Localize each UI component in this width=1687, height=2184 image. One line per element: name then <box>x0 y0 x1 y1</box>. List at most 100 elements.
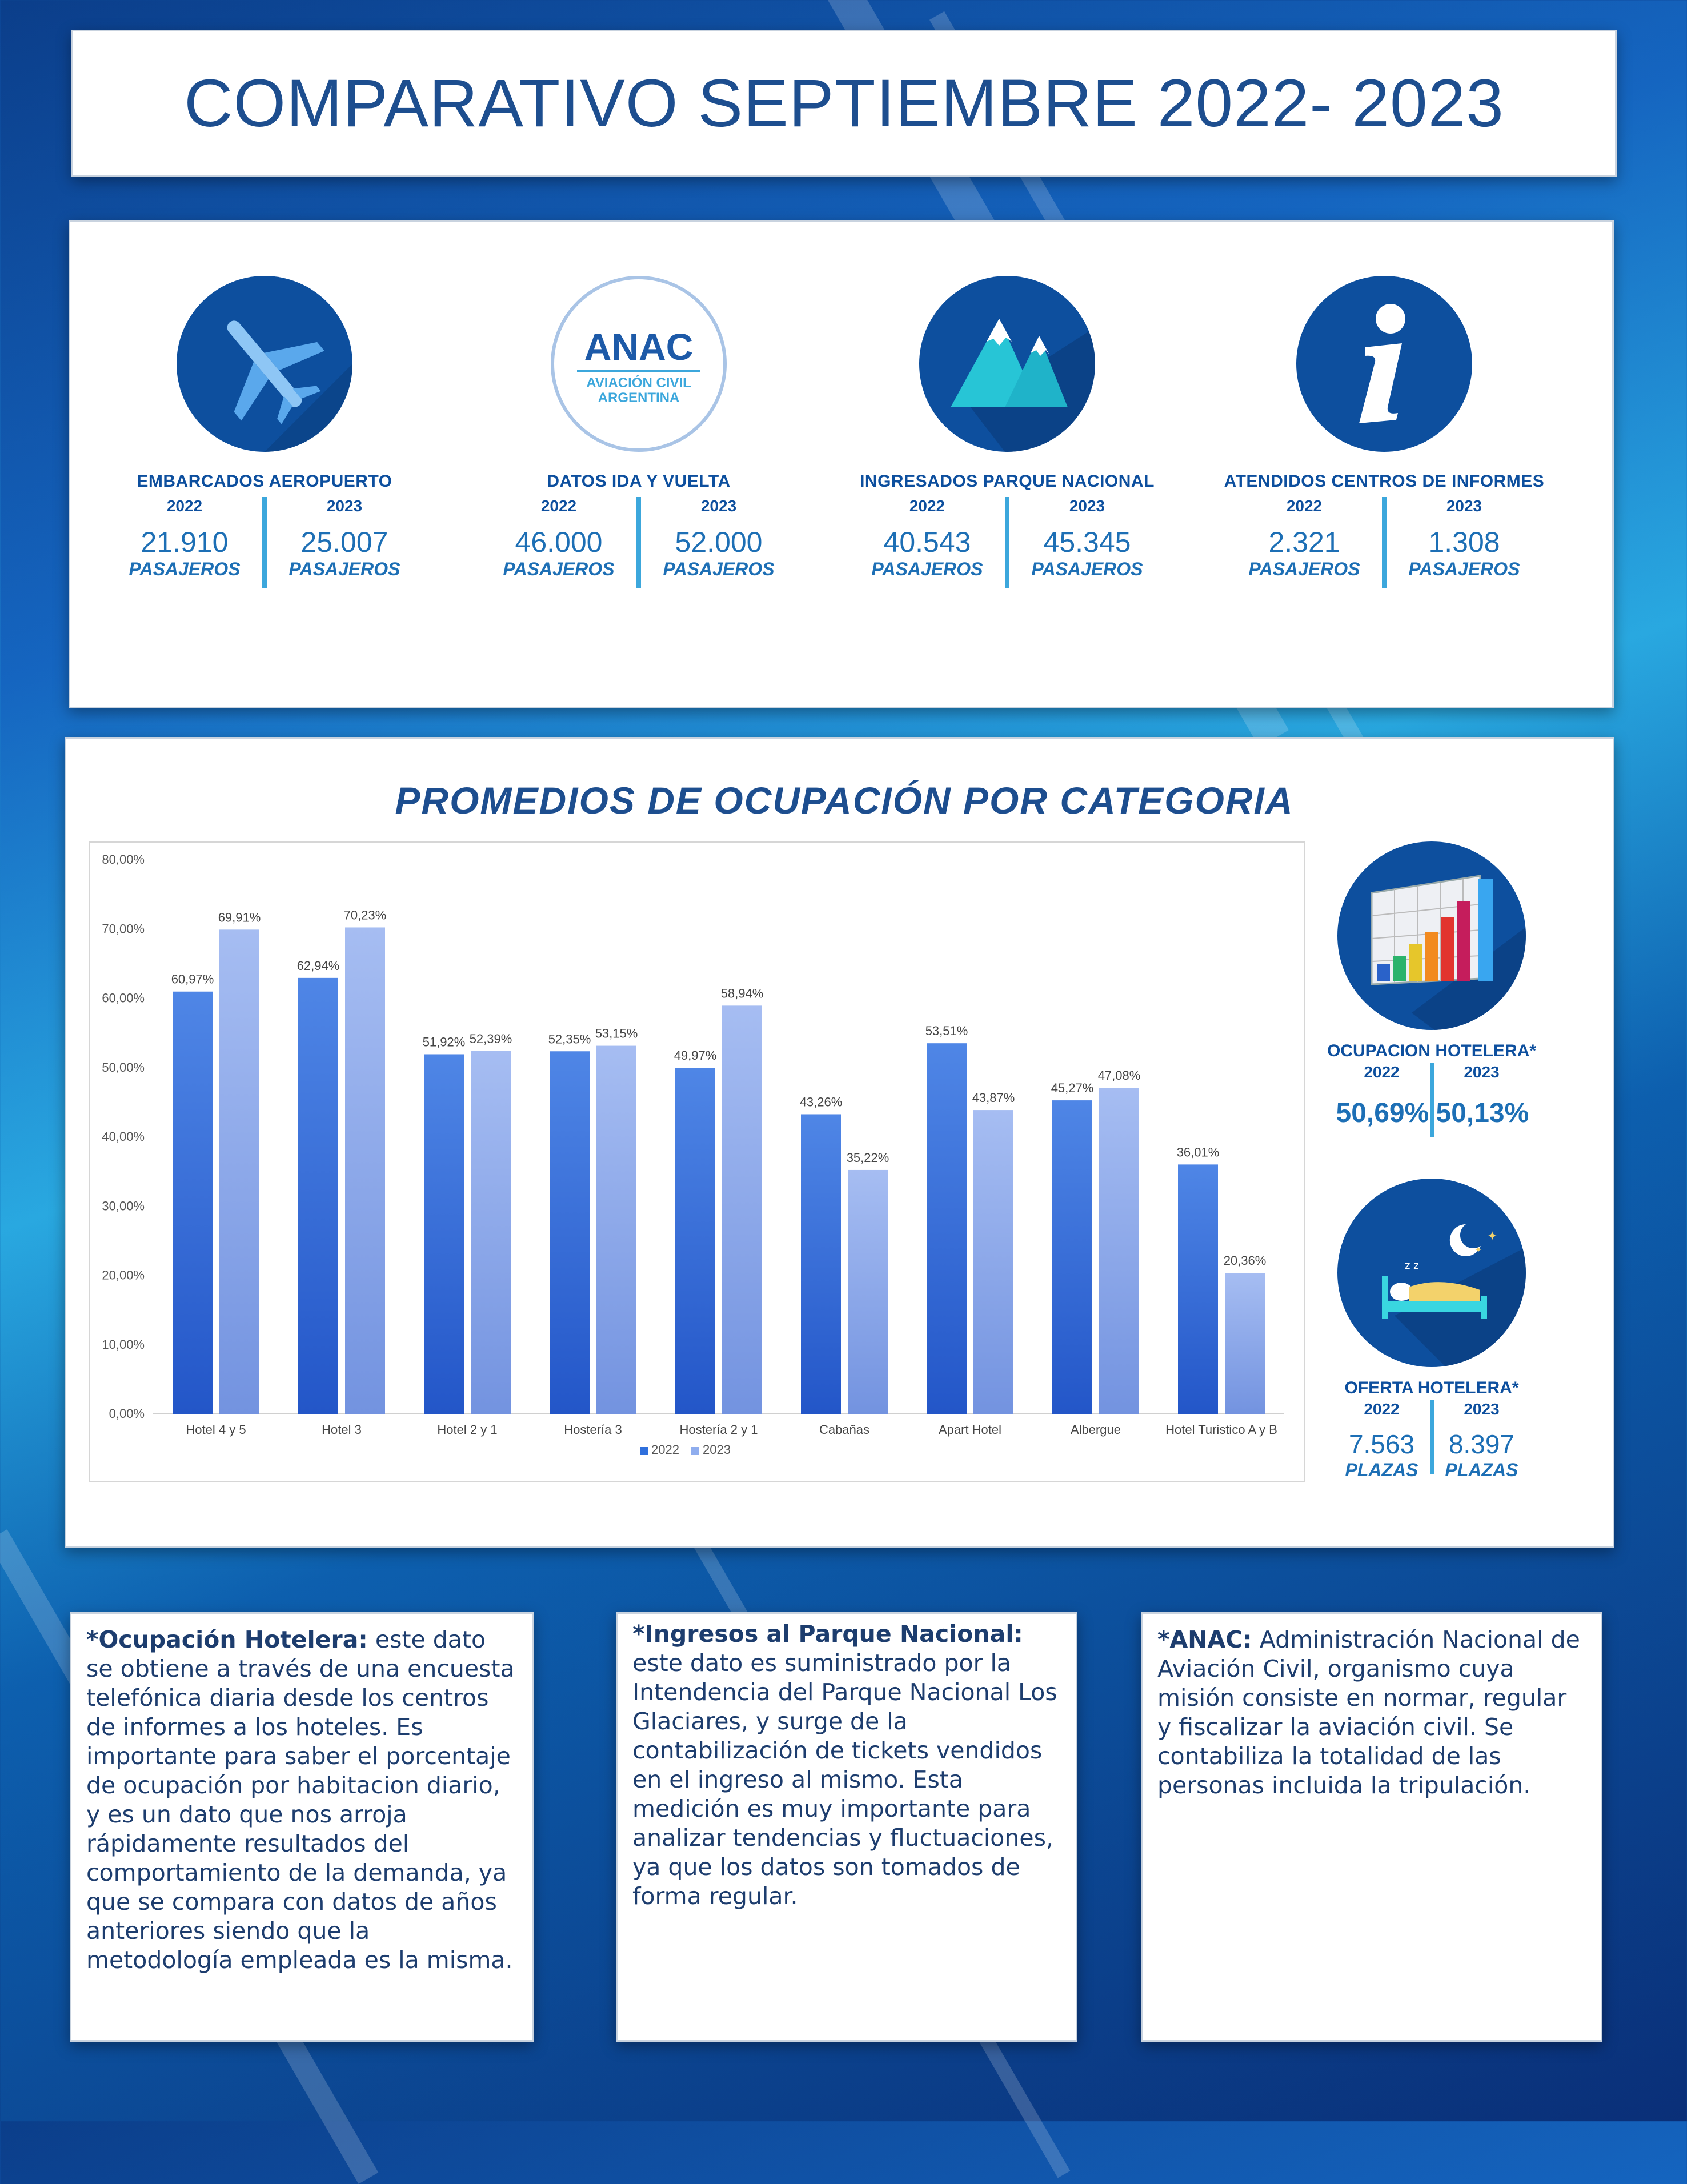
divider <box>1005 497 1009 588</box>
supply-label: OFERTA HOTELERA* <box>1344 1378 1519 1397</box>
unit: PASAJEROS <box>288 559 400 579</box>
svg-text:z z: z z <box>1405 1260 1419 1272</box>
anac-logo-name: ANAC <box>584 326 694 368</box>
unit: PASAJEROS <box>1408 559 1520 579</box>
y-tick-label: 20,00% <box>102 1268 145 1283</box>
data-label: 53,15% <box>595 1027 638 1041</box>
data-label: 36,01% <box>1177 1145 1220 1159</box>
bar-2023 <box>471 1051 511 1414</box>
data-label: 53,51% <box>925 1024 968 1038</box>
note-text: Administración Nacional de Aviación Civi… <box>1157 1626 1580 1799</box>
stat-label: INGRESADOS PARQUE NACIONAL <box>860 472 1155 491</box>
value-2022: 2.321 <box>1268 526 1340 558</box>
data-label: 49,97% <box>674 1048 717 1063</box>
bar-2022 <box>1178 1164 1218 1414</box>
value-2022: 40.543 <box>883 526 971 558</box>
year-2022: 2022 <box>1286 497 1323 515</box>
unit: PASAJEROS <box>1248 559 1360 579</box>
year-2023: 2023 <box>700 497 737 515</box>
year-2023: 2023 <box>326 497 363 515</box>
y-tick-label: 70,00% <box>102 921 145 936</box>
page-title: COMPARATIVO SEPTIEMBRE 2022- 2023 <box>184 66 1504 141</box>
y-tick-label: 60,00% <box>102 991 145 1005</box>
divider <box>636 497 641 588</box>
divider <box>1382 497 1387 588</box>
year-2023: 2023 <box>1464 1400 1500 1418</box>
bar-2023 <box>848 1169 888 1414</box>
year-2023: 2023 <box>1464 1063 1500 1081</box>
value-2023: 45.345 <box>1043 526 1131 558</box>
data-label: 47,08% <box>1098 1068 1141 1083</box>
year-2022: 2022 <box>540 497 577 515</box>
bar-2022 <box>298 977 338 1414</box>
note-anac: *ANAC: Administración Nacional de Aviaci… <box>1141 1612 1602 2042</box>
bar-2022 <box>927 1043 967 1414</box>
data-label: 20,36% <box>1224 1253 1267 1268</box>
legend-swatch <box>691 1447 699 1455</box>
divider <box>262 497 267 588</box>
bar-2023 <box>219 929 259 1414</box>
y-tick-label: 30,00% <box>102 1199 145 1213</box>
y-tick-label: 40,00% <box>102 1129 145 1144</box>
bar-2022 <box>675 1068 715 1414</box>
mountains-icon <box>919 276 1095 452</box>
x-tick-label: Cabañas <box>819 1422 869 1437</box>
y-tick-label: 80,00% <box>102 852 145 867</box>
data-label: 58,94% <box>721 986 764 1000</box>
note-head: *Ingresos al Parque Nacional: <box>632 1620 1023 1648</box>
year-2022: 2022 <box>166 497 203 515</box>
value-2023: 52.000 <box>675 526 763 558</box>
occupancy-label: OCUPACION HOTELERA* <box>1327 1041 1537 1060</box>
bar-2022 <box>173 991 213 1414</box>
note-text: este dato se obtiene a través de una enc… <box>86 1626 515 1974</box>
unit: PLAZAS <box>1345 1460 1418 1480</box>
stat-label: EMBARCADOS AEROPUERTO <box>137 472 392 491</box>
y-tick-label: 0,00% <box>109 1406 145 1421</box>
y-tick-label: 50,00% <box>102 1060 145 1075</box>
value-2023: 25.007 <box>300 526 388 558</box>
supply-2023: 8.397 <box>1448 1429 1515 1459</box>
data-label: 35,22% <box>847 1151 889 1165</box>
bar-2023 <box>596 1045 636 1414</box>
data-label: 51,92% <box>423 1035 466 1049</box>
x-tick-label: Apart Hotel <box>939 1422 1001 1437</box>
occupancy-summary: OCUPACION HOTELERA* 2022 50,69% 2023 50,13… <box>1312 841 1552 1137</box>
bar-2023 <box>345 927 385 1414</box>
stats-panel: EMBARCADOS AEROPUERTO 2022 21.910 PASAJERO… <box>69 220 1614 708</box>
x-tick-label: Hotel 3 <box>322 1422 362 1437</box>
supply-summary: ✦ ✦ z z OFERTA HOTELERA* 2022 7.563 PLAZAS… <box>1312 1179 1552 1481</box>
x-tick-label: Hostería 2 y 1 <box>680 1422 758 1437</box>
title-panel: COMPARATIVO SEPTIEMBRE 2022- 2023 <box>71 30 1617 177</box>
bar-chart-icon <box>1337 841 1526 1030</box>
bar-2023 <box>973 1110 1013 1414</box>
unit: PASAJEROS <box>503 559 615 579</box>
data-label: 60,97% <box>171 972 214 987</box>
note-head: *Ocupación Hotelera: <box>86 1626 368 1653</box>
anac-logo: ANAC AVIACIÓN CIVIL ARGENTINA <box>551 276 727 452</box>
anac-logo-sub1: AVIACIÓN CIVIL <box>586 375 691 391</box>
info-icon <box>1296 276 1472 452</box>
value-2023: 1.308 <box>1428 526 1500 558</box>
y-tick-label: 10,00% <box>102 1337 145 1352</box>
note-park-entries: *Ingresos al Parque Nacional: este dato … <box>616 1612 1077 2042</box>
x-tick-label: Hotel Turistico A y B <box>1165 1422 1277 1437</box>
data-label: 69,91% <box>218 910 261 924</box>
unit: PASAJEROS <box>871 559 983 579</box>
data-label: 43,26% <box>800 1095 843 1109</box>
data-label: 62,94% <box>297 959 340 973</box>
note-hotel-occupancy: *Ocupación Hotelera: este dato se obtien… <box>70 1612 534 2042</box>
unit: PASAJEROS <box>129 559 241 579</box>
stat-label: DATOS IDA Y VUELTA <box>547 472 731 491</box>
legend-swatch <box>640 1447 648 1455</box>
legend-label: 2022 <box>651 1442 679 1457</box>
value-2022: 21.910 <box>141 526 229 558</box>
data-label: 43,87% <box>972 1091 1015 1105</box>
bar-2022 <box>1052 1100 1092 1414</box>
airplane-icon <box>177 276 352 452</box>
data-label: 52,35% <box>548 1032 591 1046</box>
bar-2022 <box>550 1051 590 1414</box>
value-2022: 46.000 <box>515 526 603 558</box>
unit: PLAZAS <box>1445 1460 1518 1480</box>
chart-panel: PROMEDIOS DE OCUPACIÓN POR CATEGORIA 0,0… <box>65 737 1614 1548</box>
bar-2023 <box>1225 1273 1265 1414</box>
